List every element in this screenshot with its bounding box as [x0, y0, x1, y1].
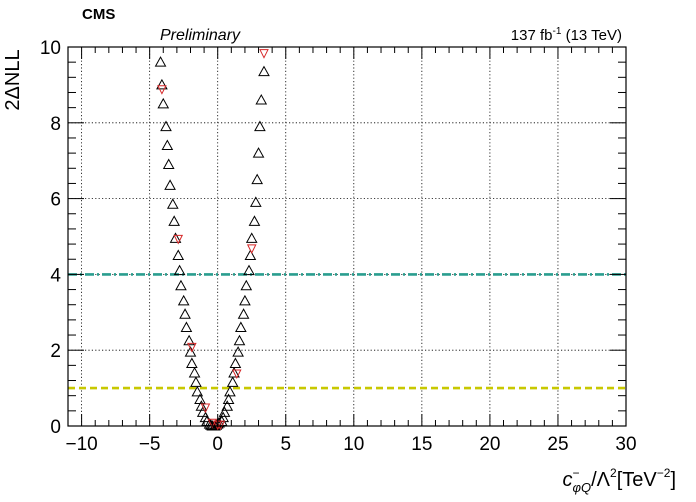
y-tick-label: 10 — [40, 38, 61, 59]
data-point-triangle-up — [154, 56, 167, 67]
data-point-triangle-down — [246, 244, 257, 254]
data-points — [154, 49, 270, 431]
data-point-triangle-up — [237, 308, 250, 319]
data-point-triangle-up — [161, 139, 174, 151]
data-point-triangle-up — [255, 94, 268, 105]
experiment-label: CMS — [82, 6, 115, 23]
data-point-triangle-up — [221, 400, 234, 411]
axis-ticks — [67, 46, 627, 427]
data-point-triangle-up — [258, 65, 270, 77]
data-point-triangle-up — [156, 78, 168, 90]
y-tick-labels: 0 2 4 6 8 10 — [40, 38, 62, 438]
data-point-triangle-up — [177, 294, 190, 306]
data-point-triangle-up — [218, 406, 231, 417]
data-point-triangle-down — [157, 85, 167, 95]
data-point-triangle-up — [239, 294, 251, 306]
data-point-triangle-up — [217, 411, 230, 423]
y-tick-label: 6 — [50, 190, 61, 211]
data-point-triangle-up — [179, 308, 191, 319]
data-point-triangle-up — [240, 279, 253, 291]
data-point-triangle-up — [164, 179, 176, 190]
x-tick-label: 20 — [479, 434, 500, 455]
data-point-triangle-up — [180, 321, 193, 332]
luminosity-label: 137 fb-1 (13 TeV) — [511, 26, 622, 44]
x-tick-label: 0 — [212, 434, 223, 455]
data-point-triangle-up — [233, 334, 246, 346]
data-point-triangle-up — [203, 418, 216, 429]
reference-lines — [68, 273, 626, 390]
data-point-triangle-up — [188, 366, 201, 378]
data-point-triangle-up — [183, 334, 195, 346]
data-point-triangle-up — [168, 215, 181, 226]
data-point-triangle-down — [215, 420, 226, 431]
grid-lines — [68, 46, 627, 427]
data-point-triangle-up — [169, 232, 182, 243]
data-point-triangle-up — [228, 366, 240, 378]
data-point-triangle-up — [173, 264, 186, 276]
data-point-triangle-down — [259, 49, 269, 59]
status-label: Preliminary — [160, 27, 241, 44]
data-point-triangle-up — [232, 346, 244, 357]
y-axis-label: 2ΔNLL — [2, 49, 24, 110]
x-tick-label: 10 — [343, 434, 364, 455]
data-point-triangle-up — [157, 97, 170, 109]
data-point-triangle-up — [248, 215, 261, 226]
data-point-triangle-up — [229, 357, 242, 368]
data-point-triangle-up — [172, 249, 185, 260]
data-point-triangle-up — [162, 158, 175, 169]
data-point-triangle-up — [245, 232, 258, 243]
data-point-triangle-up — [175, 279, 187, 291]
data-point-triangle-up — [226, 376, 239, 387]
data-point-triangle-up — [249, 196, 262, 207]
plot-frame — [67, 46, 627, 427]
x-tick-labels: −10 −5 0 5 10 15 20 25 30 — [65, 434, 636, 455]
x-tick-label: 15 — [411, 434, 432, 455]
data-point-triangle-up — [251, 173, 264, 185]
data-point-triangle-up — [254, 120, 266, 132]
data-point-triangle-up — [199, 411, 212, 423]
x-tick-label: 25 — [547, 434, 568, 455]
data-point-triangle-up — [234, 321, 247, 332]
data-point-triangle-up — [243, 264, 255, 276]
data-point-triangle-up — [160, 120, 172, 132]
x-tick-label: −5 — [139, 434, 161, 455]
x-tick-label: 30 — [615, 434, 636, 455]
y-tick-label: 0 — [50, 417, 61, 438]
data-point-triangle-up — [252, 147, 265, 158]
x-tick-label: −10 — [65, 434, 97, 455]
x-tick-label: 5 — [280, 434, 291, 455]
data-point-triangle-up — [222, 393, 235, 404]
data-point-triangle-down — [231, 369, 242, 380]
y-tick-label: 8 — [50, 114, 61, 135]
data-point-triangle-up — [244, 249, 257, 260]
data-point-triangle-down — [187, 342, 197, 353]
data-point-triangle-up — [185, 357, 198, 368]
data-point-triangle-up — [190, 376, 202, 387]
data-point-triangle-up — [166, 198, 179, 209]
x-axis-label: c− φQ/Λ2[TeV−2] — [563, 466, 677, 495]
data-point-triangle-up — [191, 385, 204, 397]
data-point-triangle-up — [224, 385, 236, 397]
y-tick-label: 2 — [50, 341, 61, 362]
data-point-triangle-down — [173, 234, 184, 245]
data-point-triangle-down — [200, 403, 211, 414]
data-point-triangle-up — [184, 346, 197, 357]
y-tick-label: 4 — [50, 265, 61, 286]
